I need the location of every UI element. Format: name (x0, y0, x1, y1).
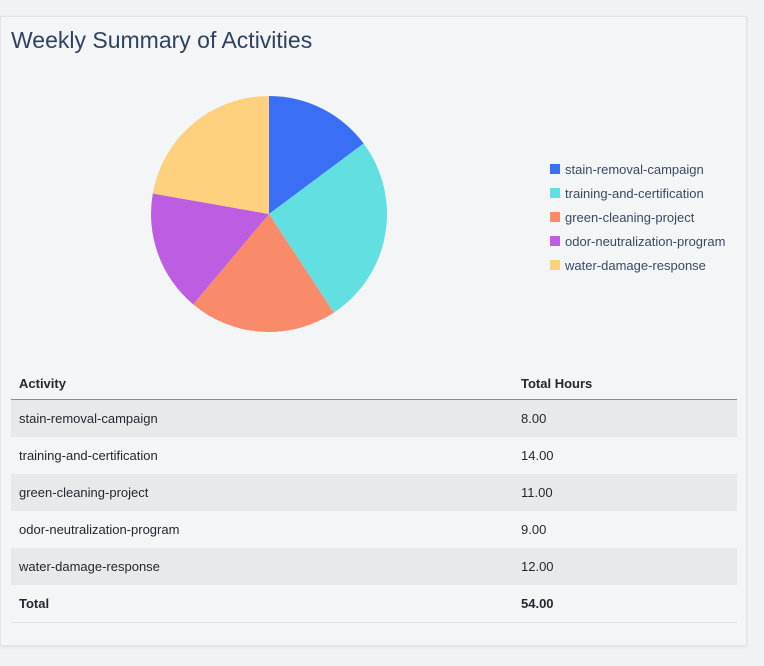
legend-label: water-damage-response (565, 257, 706, 273)
activity-cell: stain-removal-campaign (11, 399, 513, 437)
page-title: Weekly Summary of Activities (11, 27, 313, 53)
pie-slice-odor-neutralization-program[interactable] (150, 193, 269, 305)
activity-cell: training-and-certification (19, 448, 158, 463)
legend-item[interactable]: odor-neutralization-program (550, 229, 725, 253)
legend-label: green-cleaning-project (565, 209, 695, 225)
pie-chart (150, 96, 388, 332)
legend-label: stain-removal-campaign (565, 161, 704, 177)
legend-label: odor-neutralization-program (565, 233, 726, 249)
hours-cell: 14.00 (521, 448, 554, 463)
hours-cell: 12.00 (513, 548, 737, 585)
legend-swatch (550, 188, 560, 198)
pie-slice-green-cleaning-project[interactable] (193, 214, 334, 332)
table-row: training-and-certification 14.00 (11, 437, 737, 474)
total-label: Total (11, 585, 513, 623)
legend-item[interactable]: stain-removal-campaign (550, 157, 725, 181)
hours-cell: 9.00 (521, 522, 547, 537)
legend-swatch (550, 260, 560, 270)
legend-label: training-and-certification (565, 185, 704, 201)
legend-swatch (550, 212, 560, 222)
hours-cell: 11.00 (513, 474, 737, 511)
summary-card: Weekly Summary of Activities stain-remov… (0, 16, 747, 646)
table-total-row: Total 54.00 (11, 585, 737, 623)
pie-slice-water-damage-response[interactable] (152, 96, 269, 214)
activity-cell: odor-neutralization-program (19, 522, 180, 537)
legend-item[interactable]: green-cleaning-project (550, 205, 725, 229)
table-row: odor-neutralization-program 9.00 (11, 511, 737, 548)
total-value: 54.00 (513, 585, 737, 623)
hours-cell: 8.00 (513, 399, 737, 437)
table-header-row: Activity Total Hours (11, 367, 737, 400)
legend: stain-removal-campaign training-and-certi… (550, 157, 725, 277)
pie-slice-stain-removal-campaign[interactable] (269, 96, 364, 214)
legend-item[interactable]: water-damage-response (550, 253, 725, 277)
header-total-hours: Total Hours (513, 367, 737, 400)
activity-table: Activity Total Hours stain-removal-campa… (11, 367, 737, 623)
legend-swatch (550, 164, 560, 174)
activity-cell: green-cleaning-project (11, 474, 513, 511)
header-activity: Activity (11, 367, 513, 400)
table-row: water-damage-response 12.00 (11, 548, 737, 585)
table-row: stain-removal-campaign 8.00 (11, 399, 737, 437)
activity-cell: water-damage-response (11, 548, 513, 585)
legend-item[interactable]: training-and-certification (550, 181, 725, 205)
legend-swatch (550, 236, 560, 246)
table-row: green-cleaning-project 11.00 (11, 474, 737, 511)
pie-slice-training-and-certification[interactable] (269, 143, 388, 313)
